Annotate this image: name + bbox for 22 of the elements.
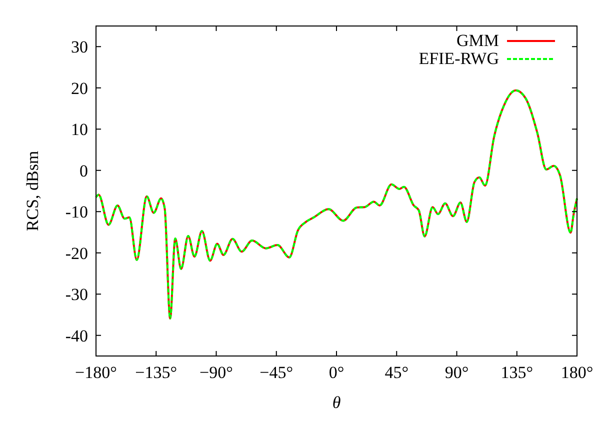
x-tick-label: 0° — [328, 363, 344, 382]
x-tick-label: −90° — [200, 363, 233, 382]
y-tick-label: 20 — [71, 78, 88, 98]
y-tick-label: -20 — [65, 244, 88, 263]
x-tick-label: 90° — [444, 363, 469, 382]
x-tick-label: 135° — [500, 363, 534, 382]
line-series — [95, 89, 578, 320]
x-tick-label: 45° — [384, 363, 409, 382]
legend-label: GMM — [456, 31, 499, 50]
x-axis-title: θ — [332, 393, 341, 412]
y-tick-label: -30 — [65, 285, 88, 304]
x-tick-label: −135° — [135, 363, 178, 382]
y-tick-label: 0 — [80, 161, 88, 180]
x-tick-label: −45° — [260, 363, 294, 382]
x-tick-label: −180° — [75, 363, 117, 382]
y-axis-title: RCS, dBsm — [23, 150, 42, 232]
y-tick-label: 10 — [71, 120, 88, 140]
legend-label: EFIE-RWG — [418, 49, 499, 68]
x-tick-label: 180° — [560, 363, 594, 382]
y-tick-label: 30 — [71, 38, 88, 57]
y-tick-label: -10 — [65, 202, 88, 222]
y-tick-label: -40 — [65, 326, 88, 346]
